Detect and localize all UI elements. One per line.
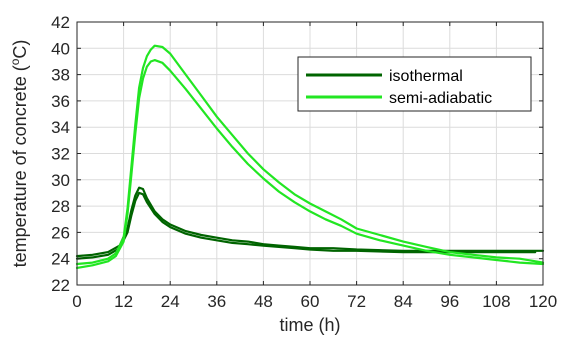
y-tick-label: 40 (51, 39, 70, 58)
y-axis-label-text: temperature of concrete ( (10, 65, 30, 267)
x-tick-label: 108 (482, 292, 510, 311)
x-axis-label: time (h) (279, 315, 340, 335)
x-tick-label: 96 (440, 292, 459, 311)
x-tick-label: 120 (529, 292, 557, 311)
y-axis-label: temperature of concrete (oC) (8, 40, 30, 268)
y-axis-label-unit: C) (10, 40, 30, 59)
y-tick-label: 38 (51, 66, 70, 85)
x-tick-label: 0 (72, 292, 81, 311)
x-tick-label: 84 (394, 292, 413, 311)
data-series (75, 44, 545, 269)
y-tick-label: 22 (51, 276, 70, 295)
y-tick-label: 28 (51, 197, 70, 216)
y-axis-label-degree-superscript: o (8, 58, 22, 65)
x-tick-label: 24 (161, 292, 180, 311)
y-tick-label: 30 (51, 171, 70, 190)
legend-label-semi-adiabatic: semi-adiabatic (389, 90, 492, 107)
legend-label-isothermal: isothermal (389, 68, 463, 85)
legend: isothermal semi-adiabatic (297, 56, 532, 112)
series-line-isothermal (75, 186, 545, 258)
y-tick-label: 32 (51, 145, 70, 164)
x-tick-label: 36 (207, 292, 226, 311)
y-tick-label: 34 (51, 118, 70, 137)
x-tick-label: 60 (301, 292, 320, 311)
legend-box (297, 56, 532, 112)
x-tick-label: 12 (114, 292, 133, 311)
y-tick-label: 26 (51, 223, 70, 242)
axis-ticks: 0 12 24 36 48 60 72 84 96 108 120 22 24 26 28 30 32 34 36 3… (51, 13, 557, 311)
x-tick-label: 48 (254, 292, 273, 311)
y-tick-label: 36 (51, 92, 70, 111)
x-tick-label: 72 (347, 292, 366, 311)
y-tick-label: 24 (51, 250, 70, 269)
series-line-semi-adiabatic (75, 58, 545, 269)
y-tick-label: 42 (51, 13, 70, 32)
